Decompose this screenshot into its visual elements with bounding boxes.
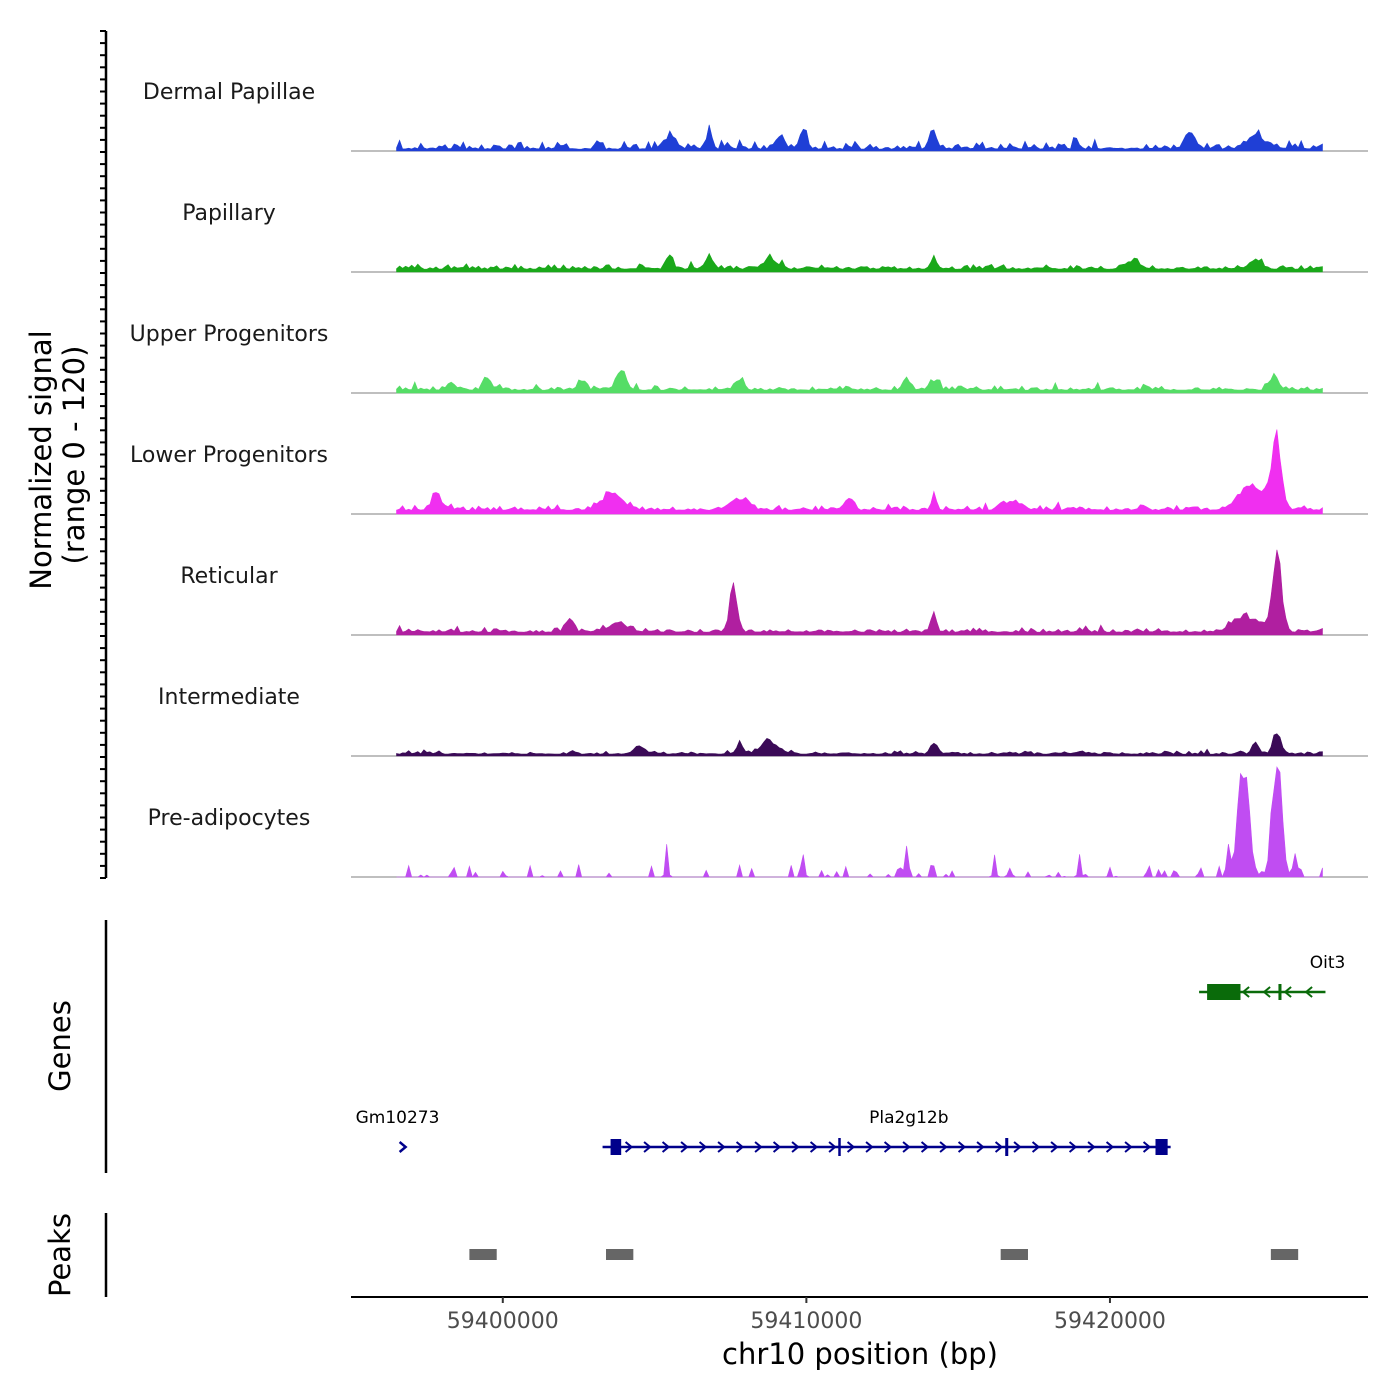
x-axis-ticks: 59400000 59410000 59420000 [447,1297,1166,1334]
strand-arrow [976,1141,985,1153]
track-label: Lower Progenitors [130,443,328,468]
peak-region [606,1249,634,1260]
strand-arrow [643,1141,652,1153]
strand-arrow [661,1141,671,1153]
strand-arrow [1068,1141,1078,1153]
track-label: Pre-adipocytes [148,806,311,831]
strand-arrow [1304,986,1313,998]
signal-area [396,370,1323,394]
strand-arrow [1124,1141,1133,1153]
strand-arrow [717,1141,726,1153]
strand-arrow [1283,986,1292,998]
gene-pla2g12b: Pla2g12b [602,1108,1171,1156]
track-intermediate: Intermediate [158,685,1368,757]
genes-track-title: Genes [43,1000,77,1092]
strand-arrow [1013,1141,1022,1153]
track-label: Dermal Papillae [143,80,315,105]
track-label: Papillary [182,201,276,226]
x-tick-label: 59410000 [750,1309,862,1334]
track-dermal-papillae: Dermal Papillae [143,80,1368,152]
strand-arrow [754,1141,763,1153]
track-label: Upper Progenitors [130,322,329,347]
signal-area [396,429,1323,515]
peak-region [1270,1249,1299,1260]
exon [1005,1138,1009,1156]
track-upper-progenitors: Upper Progenitors [130,322,1368,394]
exon [1155,1139,1168,1155]
strand-arrow [1262,986,1271,998]
strand-arrow [1142,1141,1152,1153]
track-label: Reticular [180,564,278,589]
strand-arrow [994,1141,1004,1153]
peak-region [469,1249,497,1260]
strand-arrow [698,1141,708,1153]
strand-arrow [1241,986,1250,998]
exon [838,1138,841,1156]
strand-arrow [791,1141,800,1153]
strand-arrow [1087,1141,1096,1153]
signal-area [396,549,1323,636]
strand-arrow [1050,1141,1059,1153]
exon [1278,984,1282,1000]
x-tick-label: 59420000 [1054,1309,1166,1334]
strand-arrow [772,1141,782,1153]
gene-oit3: Oit3 [1199,953,1345,1000]
signal-area [396,124,1323,152]
signal-y-title-line1: Normalized signal [24,330,58,589]
strand-arrow [828,1141,837,1153]
gene-label: Oit3 [1310,953,1346,973]
strand-arrow [939,1141,948,1153]
track-pre-adipocytes: Pre-adipocytes [148,766,1368,878]
signal-tracks: Dermal Papillae Papillary Upper Progenitor… [130,80,1368,878]
track-lower-progenitors: Lower Progenitors [130,429,1368,515]
exon [1207,984,1241,1000]
strand-arrow [846,1141,856,1153]
genes-track: Gm10273 Pla2g12b Oit3 [356,953,1345,1156]
strand-arrow [809,1141,819,1153]
strand-arrow [735,1141,745,1153]
peaks-track-title: Peaks [43,1213,77,1297]
x-axis-title: chr10 position (bp) [722,1337,998,1371]
peak-region [1000,1249,1028,1260]
peaks-track [469,1249,1299,1260]
strand-arrow [865,1141,874,1153]
strand-arrow [1031,1141,1041,1153]
strand-arrow [902,1141,911,1153]
strand-arrow [398,1141,408,1153]
strand-arrow [624,1141,634,1153]
signal-area [396,733,1323,757]
exon [610,1139,622,1155]
track-reticular: Reticular [180,549,1368,636]
signal-area [396,252,1323,273]
strand-arrow [883,1141,893,1153]
gene-label: Pla2g12b [869,1108,948,1128]
strand-arrow [920,1141,930,1153]
track-label: Intermediate [158,685,300,710]
x-tick-label: 59400000 [447,1309,559,1334]
signal-y-title-line2: (range 0 - 120) [57,346,91,565]
strand-arrow [1105,1141,1115,1153]
signal-y-axis [100,30,108,879]
gene-gm10273: Gm10273 [356,1108,440,1153]
strand-arrow [957,1141,967,1153]
gene-label: Gm10273 [356,1108,440,1128]
strand-arrow [680,1141,689,1153]
track-papillary: Papillary [182,201,1368,273]
signal-area [396,766,1323,878]
